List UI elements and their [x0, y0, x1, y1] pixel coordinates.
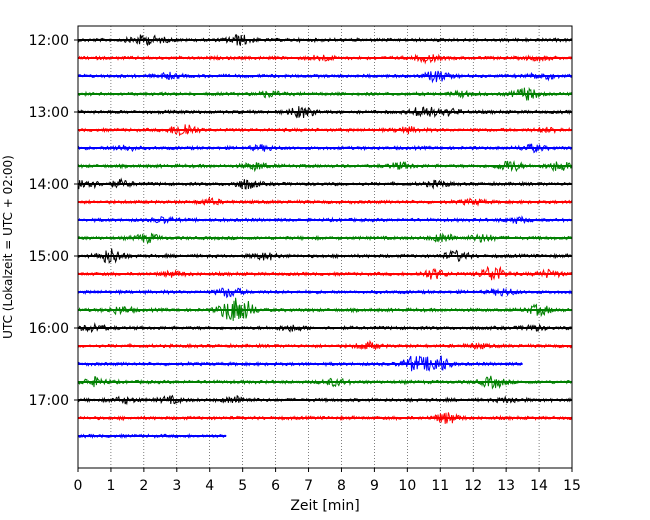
x-axis-label: Zeit [min] [290, 498, 359, 514]
x-tick-label: 6 [271, 478, 280, 494]
trace-row [77, 143, 573, 154]
trace-row [77, 86, 573, 101]
x-tick-label: 4 [205, 478, 214, 494]
x-tick-label: 2 [139, 478, 148, 494]
trace-row [77, 232, 573, 245]
y-tick-label: 17:00 [29, 393, 69, 409]
trace-row [77, 196, 573, 207]
plot-background [78, 26, 572, 468]
trace-row [77, 297, 572, 321]
trace-row [77, 124, 572, 137]
x-tick-label: 14 [530, 478, 548, 494]
seismogram-traces [77, 34, 573, 440]
x-tick-label: 0 [74, 478, 83, 494]
x-tick-label: 9 [370, 478, 379, 494]
x-tick-label: 12 [464, 478, 482, 494]
trace-row [77, 159, 573, 173]
y-axis-label: UTC (Lokalzeit = UTC + 02:00) [1, 155, 15, 339]
x-tick-label: 15 [563, 478, 581, 494]
x-tick-label: 11 [431, 478, 449, 494]
trace-row [77, 34, 572, 47]
x-tick-label: 5 [238, 478, 247, 494]
y-tick-label: 16:00 [29, 321, 69, 337]
plot-frame [77, 25, 573, 469]
trace-row [77, 432, 227, 440]
trace-row [77, 215, 573, 225]
y-tick-label: 14:00 [29, 177, 69, 193]
trace-row [77, 106, 573, 119]
x-tick-label: 8 [337, 478, 346, 494]
trace-row [77, 375, 573, 390]
trace-row [77, 248, 572, 264]
trace-row [77, 322, 572, 334]
trace-row [77, 339, 573, 351]
x-tick-label: 1 [106, 478, 115, 494]
y-axis-ticks: 12:00 13:00 14:00 15:00 16:00 17:00 [29, 33, 78, 409]
x-tick-label: 3 [172, 478, 181, 494]
y-tick-label: 12:00 [29, 33, 69, 49]
trace-row [77, 177, 572, 190]
y-tick-label: 15:00 [29, 249, 69, 265]
trace-row [77, 287, 572, 299]
y-tick-label: 13:00 [29, 105, 69, 121]
x-tick-label: 7 [304, 478, 313, 494]
trace-row [77, 53, 573, 65]
trace-row [77, 70, 572, 84]
x-tick-label: 10 [398, 478, 416, 494]
trace-row [77, 265, 573, 281]
x-axis-ticks: 0 1 2 3 4 5 6 7 8 9 10 11 12 13 14 15 [74, 468, 581, 494]
trace-row [77, 355, 523, 372]
trace-row [77, 412, 573, 424]
x-tick-label: 13 [497, 478, 515, 494]
trace-row [77, 394, 573, 406]
